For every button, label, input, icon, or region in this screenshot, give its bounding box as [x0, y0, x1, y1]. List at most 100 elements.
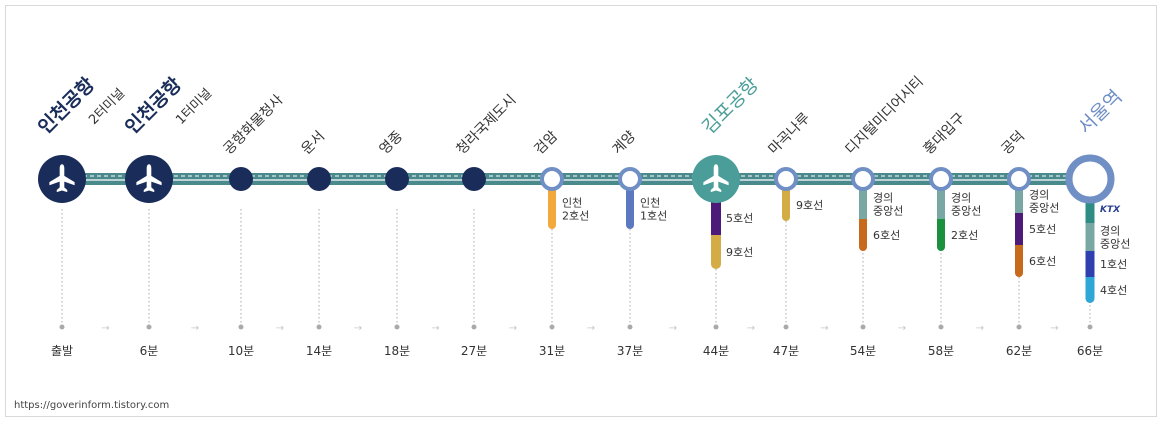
- station-marker: [385, 167, 409, 191]
- transfer-line-label: 인천: [562, 196, 582, 210]
- time-dot: [938, 324, 944, 330]
- station-name: 영종: [377, 128, 407, 158]
- time-label: 6분: [140, 344, 159, 358]
- station-marker-terminal: [1065, 154, 1115, 204]
- transfer-line-bar-fill: [548, 189, 556, 225]
- time-dot: [238, 324, 244, 330]
- transfer-line-label: 4호선: [1100, 284, 1127, 297]
- transfer-line-label: 중앙선: [873, 205, 903, 218]
- time-label: 출발: [51, 344, 73, 358]
- plane-shape: [136, 164, 162, 193]
- arrow-icon: →: [898, 323, 906, 334]
- time-label: 66분: [1077, 344, 1103, 358]
- transfer-line-label: 경의: [951, 192, 971, 205]
- station-name: 서울역: [1074, 86, 1127, 139]
- plane-shape: [703, 164, 729, 193]
- transfer-line-label: 2호선: [951, 229, 978, 242]
- source-url: https://goverinform.tistory.com: [14, 400, 170, 411]
- time-label: 62분: [1006, 344, 1032, 358]
- station-marker-transfer: [1007, 167, 1031, 191]
- time-label: 18분: [384, 344, 410, 358]
- transfer-line-bar: [1085, 199, 1095, 223]
- station-marker-transfer: [851, 167, 875, 191]
- transfer-line-bar: [1085, 251, 1095, 277]
- time-dot: [549, 324, 555, 330]
- time-dot: [1087, 324, 1093, 330]
- time-dot: [146, 324, 152, 330]
- diagram-frame: [5, 5, 1157, 417]
- transfer-line-label: 2호선: [562, 210, 589, 223]
- arrow-icon: →: [509, 323, 517, 334]
- station-name: 인천공항: [121, 73, 186, 138]
- arrow-icon: →: [747, 323, 755, 334]
- transfer-line-label: 중앙선: [951, 205, 981, 218]
- time-dot: [627, 324, 633, 330]
- transfer-line-label: 인천: [640, 196, 660, 210]
- transfer-line-label: 경의: [1100, 225, 1120, 238]
- transfer-line-bar-fill: [1085, 277, 1095, 299]
- arrow-icon: →: [669, 323, 677, 334]
- plane-icon: [703, 164, 729, 193]
- ktx-logo: KTX: [1100, 205, 1121, 215]
- station-name: 김포공항: [698, 74, 763, 139]
- time-label: 27분: [461, 344, 487, 358]
- arrow-icon: →: [587, 323, 595, 334]
- time-dot: [1016, 324, 1022, 330]
- transfer-line-label: 경의: [873, 192, 893, 205]
- transfer-line-label: 1호선: [640, 210, 667, 223]
- time-label: 14분: [306, 344, 332, 358]
- transfer-line-bar-fill: [937, 219, 945, 247]
- time-dot: [713, 324, 719, 330]
- station-name: 인천공항: [34, 73, 99, 138]
- time-label: 10분: [228, 344, 254, 358]
- time-dot: [860, 324, 866, 330]
- transfer-line-label: 5호선: [726, 212, 753, 225]
- transfer-line-label: 9호선: [796, 199, 823, 212]
- transfer-line-label: 중앙선: [1029, 202, 1059, 215]
- station-name: 청라국제도시: [454, 92, 520, 158]
- time-dot: [783, 324, 789, 330]
- time-label: 47분: [773, 344, 799, 358]
- station-marker-transfer: [618, 167, 642, 191]
- station-name: 홍대입구: [921, 110, 969, 158]
- station-marker: [462, 167, 486, 191]
- station-name: 계양: [610, 128, 640, 158]
- station-marker-transfer: [929, 167, 953, 191]
- arrow-icon: →: [354, 323, 362, 334]
- transfer-line-bar-fill: [626, 189, 634, 225]
- plane-icon: [136, 164, 162, 193]
- transfer-line-label: 9호선: [726, 246, 753, 259]
- station-name: 운서: [299, 128, 329, 158]
- transfer-line-bar-fill: [859, 219, 867, 247]
- time-dot: [59, 324, 65, 330]
- transfer-line-bar: [1015, 189, 1023, 213]
- time-dot: [316, 324, 322, 330]
- arrow-icon: →: [101, 323, 109, 334]
- station-name: 디지털미디어시티: [843, 74, 927, 158]
- transfer-line-label: 경의: [1029, 189, 1049, 202]
- plane-icon: [49, 164, 75, 193]
- transfer-line-bar-fill: [782, 189, 790, 217]
- station-marker: [307, 167, 331, 191]
- arrow-icon: →: [1050, 323, 1058, 334]
- time-label: 54분: [850, 344, 876, 358]
- transfer-line-label: 6호선: [873, 229, 900, 242]
- transfer-line-bar: [859, 189, 867, 219]
- transfer-line-label: 중앙선: [1100, 238, 1130, 251]
- arrow-icon: →: [820, 323, 828, 334]
- arrow-icon: →: [276, 323, 284, 334]
- time-label: 37분: [617, 344, 643, 358]
- transfer-line-bar-fill: [1015, 245, 1023, 273]
- station-marker-transfer: [774, 167, 798, 191]
- arrow-icon: →: [191, 323, 199, 334]
- transfer-line-bar: [711, 201, 721, 235]
- time-dot: [394, 324, 400, 330]
- station-name: 검암: [532, 128, 562, 158]
- station-name: 공항화물청사: [221, 92, 287, 158]
- station-name: 마곡나루: [766, 110, 814, 158]
- station-marker-transfer: [540, 167, 564, 191]
- transfer-line-bar: [937, 189, 945, 219]
- transfer-line-label: 5호선: [1029, 223, 1056, 236]
- arrow-icon: →: [976, 323, 984, 334]
